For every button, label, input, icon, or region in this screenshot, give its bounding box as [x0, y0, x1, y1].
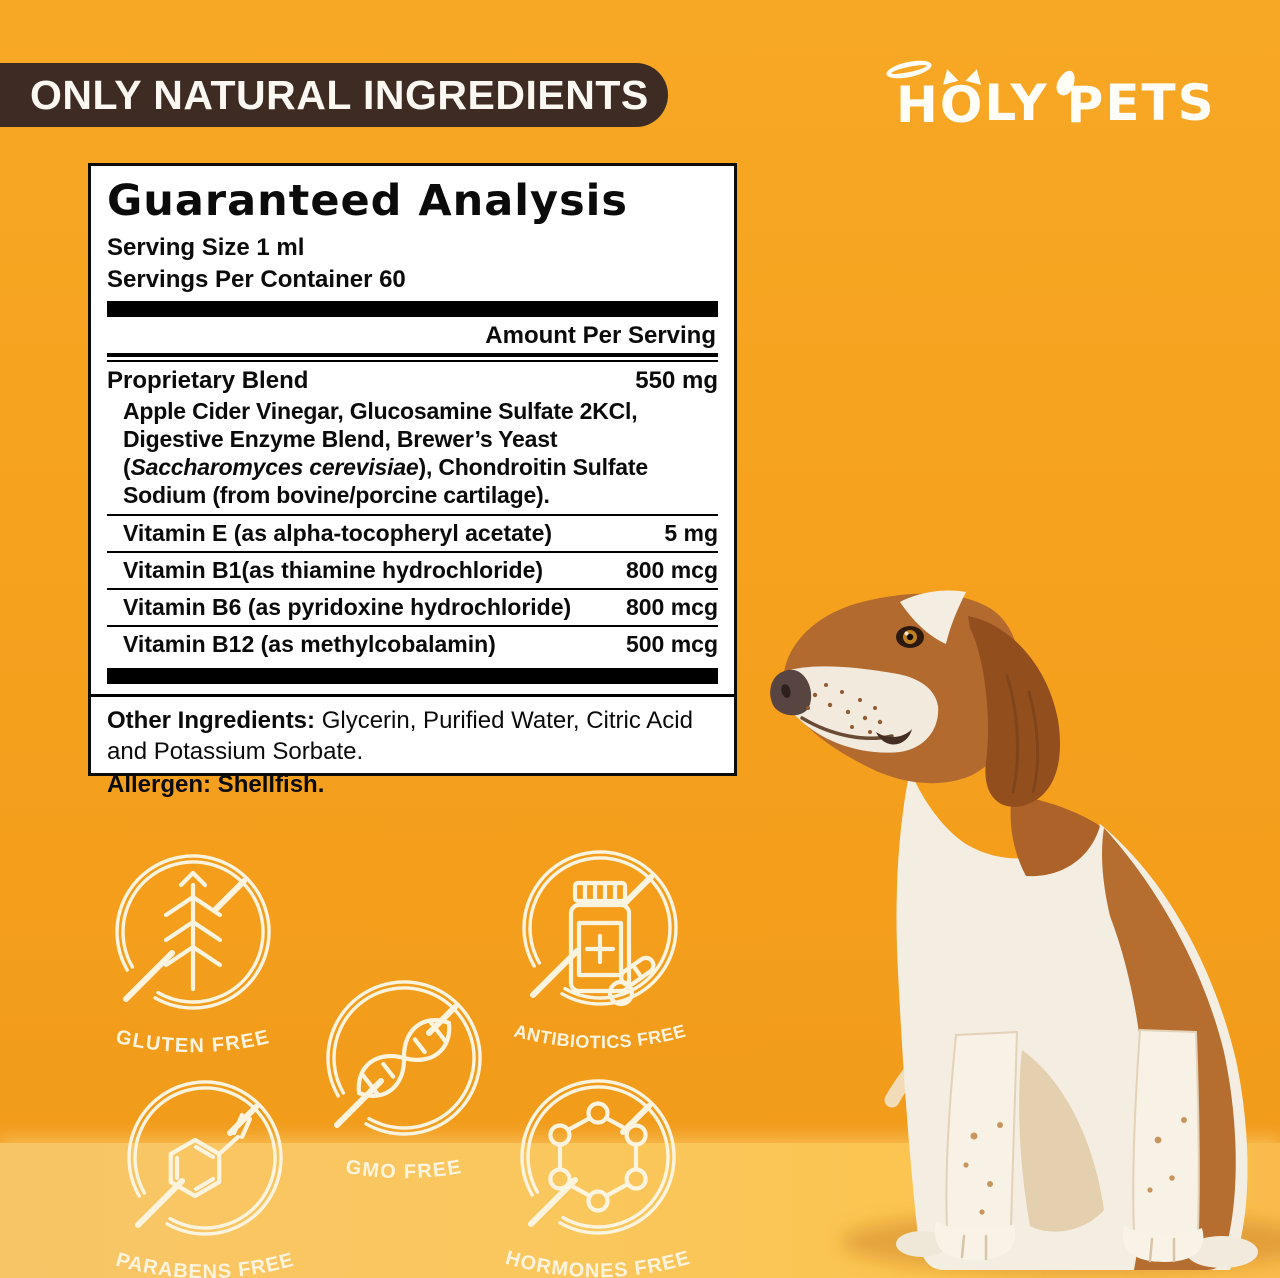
wheat-icon [163, 870, 223, 992]
badge-antibiotics-free: ANTIBIOTICS FREE [512, 850, 688, 1053]
full-width-rule [91, 694, 734, 697]
table-row: Vitamin B12 (as methylcobalamin) 500 mcg [107, 627, 718, 662]
dog-front-legs [934, 1028, 1204, 1263]
brand-logo: H O LY P ETS [884, 57, 1216, 134]
blend-description: Apple Cider Vinegar, Glucosamine Sulfate… [107, 397, 718, 509]
logo-letter-p-dog: P [1053, 67, 1106, 134]
badge-label: PARABENS FREE [114, 1249, 296, 1278]
badge-label: ANTIBIOTICS FREE [512, 1021, 688, 1053]
blend-name: Proprietary Blend [107, 366, 309, 394]
table-row: Vitamin E (as alpha-tocopheryl acetate) … [107, 516, 718, 553]
svg-text:GMO FREE: GMO FREE [344, 1156, 464, 1183]
badge-gluten-free: GLUTEN FREE [114, 854, 272, 1057]
banner-text: ONLY NATURAL INGREDIENTS [30, 71, 649, 118]
serving-size: Serving Size 1 ml [107, 234, 305, 262]
badge-label: HORMONES FREE [503, 1247, 692, 1278]
badge-label: GLUTEN FREE [114, 1026, 271, 1057]
dog-leg-spots [963, 1117, 1187, 1215]
badge-gmo-free: GMO FREE [326, 980, 482, 1183]
blend-desc-text: ), Chondroitin Sulfate Sodium (from bovi… [123, 453, 648, 508]
table-row: Vitamin B6 (as pyridoxine hydrochloride)… [107, 590, 718, 627]
nutrient-name: Vitamin B1(as thiamine hydrochloride) [123, 557, 544, 583]
blend-amount: 550 mg [635, 366, 718, 394]
guaranteed-analysis-panel: Guaranteed Analysis Serving Size 1 ml Se… [88, 163, 737, 798]
nutrient-amount: 500 mcg [625, 631, 718, 657]
nutrient-name: Vitamin B6 (as pyridoxine hydrochloride) [123, 594, 572, 620]
dog-belly-shading [1019, 1050, 1104, 1232]
ring-molecule-icon [548, 1101, 648, 1213]
thick-divider [107, 300, 718, 317]
nutrient-name: Vitamin B12 (as methylcobalamin) [123, 631, 496, 657]
dog-muzzle [782, 666, 939, 753]
nutrient-amount: 5 mg [664, 520, 718, 546]
amount-per-serving-header: Amount Per Serving [485, 321, 716, 349]
other-ingredients-text: Glycerin, Purified Water, Citric Acid an… [107, 707, 693, 766]
dog-photo [770, 590, 1280, 1274]
badge-label: GMO FREE [344, 1156, 462, 1183]
badge-parabens-free: PARABENS FREE [114, 1080, 297, 1278]
proprietary-blend-row: Proprietary Blend 550 mg [107, 362, 718, 397]
vitamin-table: Vitamin E (as alpha-tocopheryl acetate) … [107, 514, 718, 662]
dog-eye [896, 626, 924, 648]
dog-mouth-open [876, 729, 912, 745]
logo-letter: O [939, 76, 985, 134]
thick-divider [107, 668, 718, 684]
nutrient-amount: 800 mcg [625, 557, 718, 583]
dog-freckles [806, 683, 883, 734]
svg-text:HORMONES FREE: HORMONES FREE [503, 1247, 693, 1278]
nutrient-name: Vitamin E (as alpha-tocopheryl acetate) [123, 520, 553, 546]
blend-desc-latin-name: Saccharomyces cerevisiae [130, 453, 419, 480]
svg-text:ANTIBIOTICS FREE: ANTIBIOTICS FREE [512, 1021, 688, 1053]
double-rule [107, 352, 718, 362]
svg-text:PARABENS FREE: PARABENS FREE [114, 1249, 297, 1278]
nutrient-amount: 800 mcg [625, 594, 718, 620]
dog-neck-patch [1010, 794, 1100, 877]
blend-desc-text: Apple Cider Vinegar, Glucosamine Sulfate… [123, 397, 638, 480]
logo-letter-o-cat: O [939, 67, 985, 134]
panel-title: Guaranteed Analysis [107, 176, 628, 226]
logo-letter-h: H [884, 57, 940, 134]
dog-nose [770, 669, 812, 716]
dog-hind-paw [896, 1231, 948, 1257]
badge-hormones-free: HORMONES FREE [503, 1079, 693, 1278]
servings-per-container: Servings Per Container 60 [107, 265, 406, 293]
logo-letter: H [896, 76, 940, 134]
allergen-note: Allergen: Shellfish. [107, 771, 325, 799]
other-ingredients: Other Ingredients: Glycerin, Purified Wa… [107, 705, 718, 767]
dog-crown-blaze [900, 590, 966, 644]
dog-nostril [781, 684, 791, 698]
dna-icon [356, 1018, 452, 1098]
dog-head [770, 590, 1061, 807]
svg-text:GLUTEN FREE: GLUTEN FREE [114, 1026, 272, 1057]
logo-letter: LY [984, 74, 1049, 132]
dog-hind-paw [1186, 1236, 1258, 1268]
banner: ONLY NATURAL INGREDIENTS [0, 63, 668, 127]
other-ingredients-label: Other Ingredients: [107, 707, 316, 734]
pill-bottle-icon [568, 880, 656, 1007]
table-row: Vitamin B1(as thiamine hydrochloride) 80… [107, 553, 718, 590]
logo-letter: ETS [1105, 74, 1216, 132]
dog-ear-folds [1005, 674, 1040, 794]
